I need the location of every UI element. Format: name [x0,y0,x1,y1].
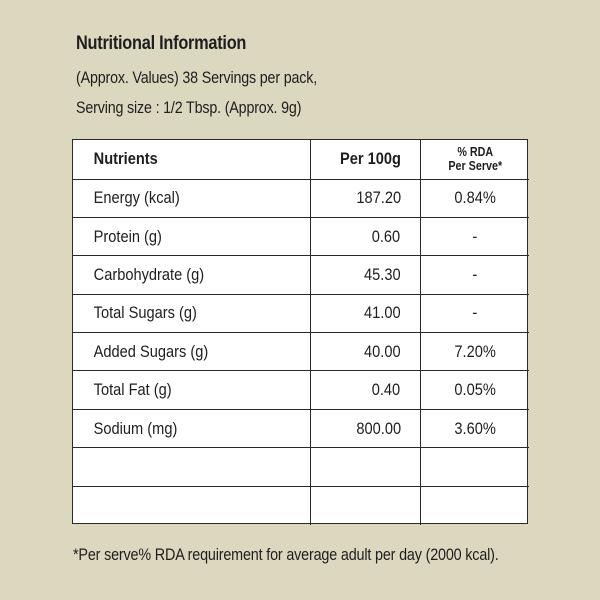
table-header-row: Nutrients Per 100g % RDA Per Serve* [73,140,529,180]
table-row: Sodium (mg) 800.00 3.60% [73,408,529,449]
header-per-100g: Per 100g [309,140,421,180]
nutrient-name-cell [73,447,311,487]
rda-cell: 3.60% [419,408,529,449]
rda-cell [419,447,529,487]
per-100g-cell: 40.00 [309,332,421,372]
footnote: *Per serve% RDA requirement for average … [73,545,499,564]
table-row: Carbohydrate (g) 45.30- [73,255,529,295]
serving-size-info: Serving size : 1/2 Tbsp. (Approx. 9g) [76,98,302,117]
table-row: Added Sugars (g) 40.00 7.20% [73,332,529,372]
header-rda-per-serve: % RDA Per Serve* [419,140,529,180]
rda-cell: - [419,255,529,295]
nutrient-name-cell [73,485,311,525]
per-100g-cell: 187.20 [309,178,421,218]
nutrient-name-cell: Total Fat (g) [73,370,311,410]
nutrient-name-cell: Added Sugars (g) [73,332,311,372]
per-100g-cell: 800.00 [309,408,421,449]
nutrient-name-cell: Total Sugars (g) [73,293,311,334]
rda-cell: 7.20% [419,332,529,372]
nutrient-name-cell: Sodium (mg) [73,408,311,449]
table-row: Total Fat (g) 0.40 0.05% [73,370,529,410]
nutrient-name-cell: Carbohydrate (g) [73,255,311,295]
per-100g-cell [309,485,421,525]
rda-cell [419,485,529,525]
table-row [73,485,529,525]
per-100g-cell: 45.30 [309,255,421,295]
per-100g-cell: 0.60 [309,216,421,257]
table-row [73,447,529,487]
per-100g-cell: 41.00 [309,293,421,334]
header-rda-line1: % RDA [456,145,493,160]
nutrition-table: Nutrients Per 100g % RDA Per Serve* Ener… [72,139,529,525]
table-row: Total Sugars (g) 41.00- [73,293,529,334]
nutrient-name-cell: Energy (kcal) [73,178,311,218]
table-row: Protein (g) 0.60- [73,216,529,257]
rda-cell: 0.05% [419,370,529,410]
nutrient-name-cell: Protein (g) [73,216,311,257]
per-100g-cell: 0.40 [309,370,421,410]
rda-cell: - [419,293,529,334]
rda-cell: 0.84% [419,178,529,218]
header-rda-line2: Per Serve* [447,159,502,174]
per-100g-cell [309,447,421,487]
header-nutrients: Nutrients [73,140,311,180]
nutrition-title: Nutritional Information [76,33,247,54]
table-row: Energy (kcal) 187.20 0.84% [73,178,529,218]
servings-info: (Approx. Values) 38 Servings per pack, [76,68,318,87]
rda-cell: - [419,216,529,257]
